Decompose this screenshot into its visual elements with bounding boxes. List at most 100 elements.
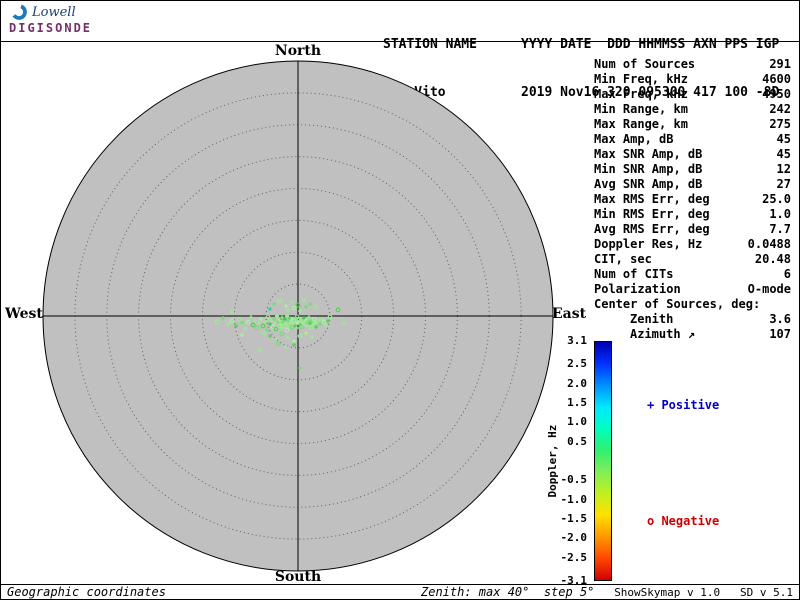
source-point-positive — [234, 324, 238, 328]
stat-value: 6 — [783, 267, 791, 281]
stat-label: Max Amp, dB — [594, 132, 674, 146]
source-point-positive — [286, 308, 290, 312]
stat-label: Zenith — [630, 312, 674, 326]
source-point-positive — [295, 326, 299, 330]
source-point-positive — [276, 320, 280, 324]
source-point-positive — [291, 322, 295, 326]
stat-row: Doppler Res, Hz 0.0488 — [594, 237, 791, 252]
stat-value: 1.0 — [769, 207, 791, 221]
source-point-positive — [274, 337, 278, 341]
stat-label: Azimuth ↗ — [630, 327, 696, 341]
source-point-positive — [279, 322, 283, 326]
source-point-positive — [286, 319, 290, 323]
stat-row: Azimuth ↗ 107 — [594, 327, 791, 342]
stat-row: Zenith 3.6 — [594, 312, 791, 327]
source-point-positive — [265, 328, 269, 332]
stat-value: 291 — [769, 57, 791, 71]
source-point-positive — [284, 345, 288, 349]
legend-negative: o Negative — [647, 514, 720, 528]
colorbar-tick-label: 3.1 — [567, 334, 587, 347]
source-point-positive — [249, 315, 253, 319]
compass-south-label: South — [274, 569, 322, 585]
colorbar-tick-label: -2.5 — [560, 550, 588, 564]
source-point-negative — [335, 307, 341, 313]
stat-label: Avg RMS Err, deg — [594, 222, 710, 236]
source-point-positive — [313, 321, 317, 325]
source-point-positive — [292, 343, 296, 347]
source-point-negative — [279, 315, 285, 321]
stat-label: CIT, sec — [594, 252, 652, 266]
source-point-positive — [286, 336, 290, 340]
source-point-positive — [268, 322, 272, 326]
source-point-positive — [240, 333, 244, 337]
source-point-negative — [250, 322, 256, 328]
source-point-negative — [289, 324, 295, 330]
source-point-positive — [275, 314, 279, 318]
source-point-negative — [273, 326, 279, 332]
compass-west-label: West — [5, 306, 43, 322]
source-point-positive — [268, 307, 272, 311]
source-point-positive — [221, 316, 225, 320]
source-point-negative — [275, 341, 281, 347]
stat-label: Max Freq, kHz — [594, 87, 688, 101]
source-point-positive — [269, 319, 273, 323]
source-point-negative — [315, 318, 321, 324]
source-point-positive — [259, 317, 263, 321]
status-bar: Geographic coordinates Zenith: max 40° s… — [1, 584, 799, 599]
colorbar-tick-label: -2.0 — [560, 531, 588, 545]
stat-label: Avg SNR Amp, dB — [594, 177, 703, 191]
source-point-positive — [289, 320, 293, 324]
stat-row: Avg SNR Amp, dB 27 — [594, 177, 791, 192]
source-point-positive — [307, 315, 311, 319]
datetime-label: YYYY DATE DDD HHMMSS AXN PPS IGP — [521, 37, 780, 52]
source-point-positive — [284, 304, 288, 308]
source-point-negative — [236, 316, 242, 322]
source-point-positive — [292, 339, 296, 343]
colorbar-tick-label: 0.5 — [567, 434, 587, 448]
source-point-positive — [285, 314, 289, 318]
stat-label: Min SNR Amp, dB — [594, 162, 703, 176]
colorbar-tick-label: -3.1 — [560, 574, 588, 587]
source-point-positive — [308, 321, 312, 325]
source-point-negative — [295, 302, 301, 308]
source-point-positive — [226, 322, 230, 326]
stat-row: Max Amp, dB 45 — [594, 132, 791, 147]
stat-label: Min Freq, kHz — [594, 72, 688, 86]
stat-row: Max Range, km 275 — [594, 117, 791, 132]
source-point-positive — [284, 321, 288, 325]
stat-label: Center of Sources, deg: — [594, 297, 761, 311]
stat-label: Doppler Res, Hz — [594, 237, 703, 251]
datetime-header: YYYY DATE DDD HHMMSS AXN PPS IGP 2019 No… — [521, 5, 779, 133]
stat-label: Min Range, km — [594, 102, 688, 116]
source-point-positive — [283, 317, 287, 321]
source-point-positive — [243, 326, 247, 330]
legend-positive: + Positive — [647, 398, 720, 412]
stat-value: 275 — [769, 117, 791, 131]
stat-value: 25.0 — [762, 192, 791, 206]
skymap-plot — [42, 60, 554, 572]
source-point-negative — [284, 327, 290, 333]
source-point-positive — [305, 324, 309, 328]
source-point-positive — [257, 321, 261, 325]
source-point-positive — [342, 321, 346, 325]
logo-digisonde-text: DIGISONDE — [9, 21, 93, 35]
stat-value: 7.7 — [769, 222, 791, 236]
stat-value: 3.6 — [769, 312, 791, 326]
source-point-negative — [260, 323, 266, 329]
source-point-negative — [321, 319, 327, 325]
statistics-panel: Num of Sources 291 Min Freq, kHz 4600 Max Fr… — [594, 57, 791, 342]
datetime-value: 2019 Nov16 320 095300 417 100 -8D — [521, 85, 780, 100]
source-point-positive — [293, 324, 297, 328]
logo-lowell-text: Lowell — [32, 4, 76, 20]
stat-value: 242 — [769, 102, 791, 116]
stat-row: Max RMS Err, deg 25.0 — [594, 192, 791, 207]
colorbar-tick-label: 2.0 — [567, 376, 587, 390]
stat-row: Min Range, km 242 — [594, 102, 791, 117]
source-point-positive — [318, 322, 322, 326]
source-point-negative — [291, 305, 297, 311]
doppler-colorbar — [594, 341, 612, 581]
stat-value: 20.48 — [754, 252, 791, 266]
colorbar-tick-label: 1.0 — [567, 415, 587, 429]
stat-label: Min RMS Err, deg — [594, 207, 710, 221]
